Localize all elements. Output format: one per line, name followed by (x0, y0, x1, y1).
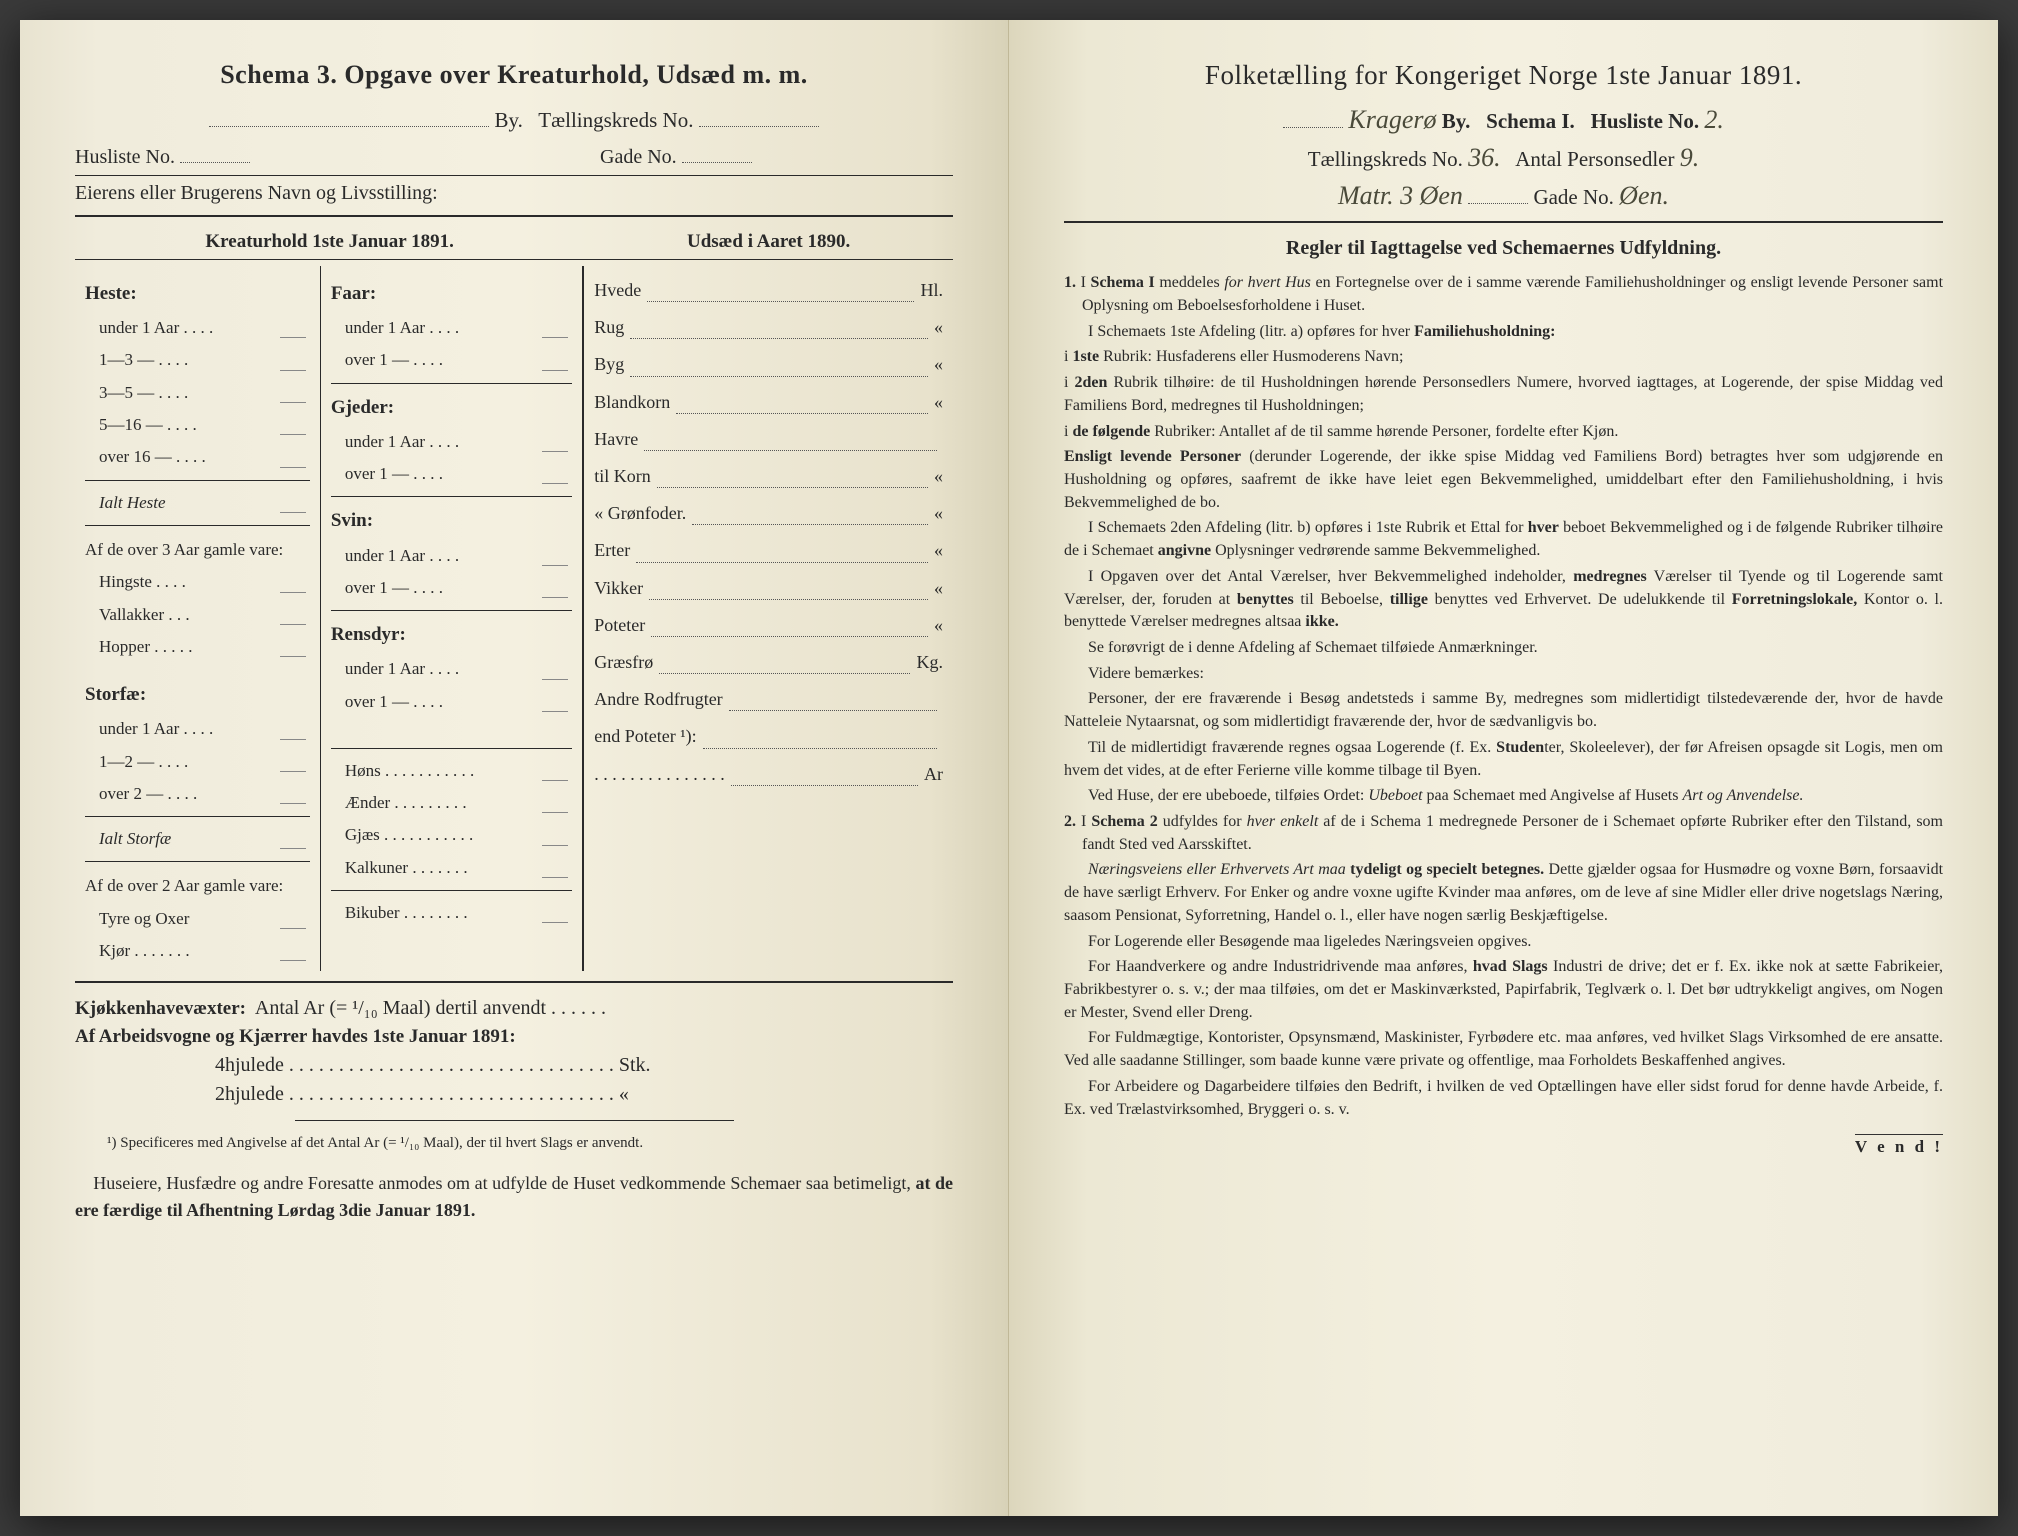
storfae-title: Storfæ: (85, 677, 310, 713)
seed-row: Vikker« (594, 571, 943, 605)
rensdyr-row: over 1 — . . . . (331, 686, 572, 718)
seed-row: Rug« (594, 310, 943, 344)
gade: Gade No. (1533, 185, 1613, 209)
right-title: Folketælling for Kongeriget Norge 1ste J… (1064, 60, 1943, 91)
heste-sub-row: Hingste . . . . (85, 566, 310, 598)
by: By. (1442, 109, 1471, 133)
husliste-row: Husliste No. Gade No. (75, 141, 953, 169)
poultry-row: Bikuber . . . . . . . . (331, 897, 572, 929)
right-page: Folketælling for Kongeriget Norge 1ste J… (1009, 20, 1998, 1516)
vend: V e n d ! (1855, 1134, 1943, 1157)
main-columns: Heste: under 1 Aar . . . . 1—3 — . . . .… (75, 266, 953, 971)
gjeder-row: over 1 — . . . . (331, 458, 572, 490)
arbeids-label: Af Arbeidsvogne og Kjærrer havdes 1ste J… (75, 1026, 953, 1048)
storfae-sub-row: Tyre og Oxer (85, 903, 310, 935)
gade-val: Øen. (1619, 181, 1669, 210)
svin-row: under 1 Aar . . . . (331, 540, 572, 572)
seed-row: HvedeHl. (594, 273, 943, 307)
matr-hand: Matr. 3 Øen (1338, 181, 1463, 210)
tk: Tællingskreds No. (1308, 147, 1463, 171)
storfae-total: Ialt Storfæ (85, 823, 310, 855)
twowheel: 2hjulede . . . . . . . . . . . . . . . .… (75, 1083, 953, 1106)
seed-row: Poteter« (594, 608, 943, 642)
gjeder-title: Gjeder: (331, 390, 572, 426)
tk-val: 36. (1468, 143, 1501, 172)
col-heste-storfae: Heste: under 1 Aar . . . . 1—3 — . . . .… (75, 266, 321, 971)
kjokken-row: Kjøkkenhavevæxter: Antal Ar (= ¹/₁₀ Maal… (75, 997, 953, 1020)
seed-row: Andre Rodfrugter (594, 682, 943, 716)
bottom-instructions: Huseiere, Husfædre og andre Foresatte an… (75, 1170, 953, 1224)
svin-row: over 1 — . . . . (331, 572, 572, 604)
right-line1: Kragerø By. Schema I. Husliste No. 2. (1064, 105, 1943, 135)
seed-row: Erter« (594, 533, 943, 567)
seed-row: end Poteter ¹): (594, 719, 943, 753)
rules-title: Regler til Iagttagelse ved Schemaernes U… (1064, 237, 1943, 260)
storfae-row: 1—2 — . . . . (85, 746, 310, 778)
seed-row: . . . . . . . . . . . . . . .Ar (594, 757, 943, 791)
poultry-row: Kalkuner . . . . . . . (331, 852, 572, 884)
schema: Schema I. (1486, 109, 1575, 133)
col-animals: Faar: under 1 Aar . . . . over 1 — . . .… (321, 266, 584, 971)
antal: Antal Personsedler (1515, 147, 1674, 171)
rules-body: 1. I Schema I meddeles for hvert Hus en … (1064, 272, 1943, 1121)
faar-row: under 1 Aar . . . . (331, 312, 572, 344)
left-line-by: By. Tællingskreds No. (75, 104, 953, 133)
heste-row: 1—3 — . . . . (85, 344, 310, 376)
column-titles: Kreaturhold 1ste Januar 1891. Udsæd i Aa… (75, 231, 953, 253)
book-spread: Schema 3. Opgave over Kreaturhold, Udsæd… (20, 20, 1998, 1516)
seed-row: GræsfrøKg. (594, 645, 943, 679)
seed-row: til Korn« (594, 459, 943, 493)
heste-row: over 16 — . . . . (85, 441, 310, 473)
owner-label: Eierens eller Brugerens Navn og Livsstil… (75, 182, 953, 205)
footnote: ¹) Specificeres med Angivelse af det Ant… (75, 1135, 953, 1152)
faar-row: over 1 — . . . . (331, 344, 572, 376)
gade-label: Gade No. (600, 146, 677, 168)
col-seeds: HvedeHl.Rug«Byg« Blandkorn«Havre til Korn… (584, 266, 953, 971)
husliste-label: Husliste No. (75, 146, 175, 168)
seed-row: « Grønfoder.« (594, 496, 943, 530)
antal-val: 9. (1680, 143, 1700, 172)
seed-row: Byg« (594, 347, 943, 381)
seed-row: Havre (594, 422, 943, 456)
faar-title: Faar: (331, 276, 572, 312)
col1-title: Kreaturhold 1ste Januar 1891. (75, 231, 584, 253)
by-label: By. (495, 108, 523, 132)
heste-sub: Af de over 3 Aar gamle vare: (85, 534, 310, 566)
poultry-row: Ænder . . . . . . . . . (331, 787, 572, 819)
seed-row: Blandkorn« (594, 385, 943, 419)
col3-title: Udsæd i Aaret 1890. (584, 231, 953, 253)
rensdyr-title: Rensdyr: (331, 617, 572, 653)
heste-sub-row: Hopper . . . . . (85, 631, 310, 663)
poultry-row: Gjæs . . . . . . . . . . . (331, 819, 572, 851)
heste-title: Heste: (85, 276, 310, 312)
storfae-row: over 2 — . . . . (85, 778, 310, 810)
heste-sub-row: Vallakker . . . (85, 599, 310, 631)
heste-total: Ialt Heste (85, 487, 310, 519)
heste-row: 5—16 — . . . . (85, 409, 310, 441)
husliste-val: 2. (1704, 105, 1724, 134)
storfae-sub: Af de over 2 Aar gamle vare: (85, 870, 310, 902)
left-header: Schema 3. Opgave over Kreaturhold, Udsæd… (75, 60, 953, 90)
poultry-row: Høns . . . . . . . . . . . (331, 755, 572, 787)
tk-label: Tællingskreds No. (538, 108, 693, 132)
fourwheel: 4hjulede . . . . . . . . . . . . . . . .… (75, 1054, 953, 1077)
heste-row: under 1 Aar . . . . (85, 312, 310, 344)
right-line3: Matr. 3 Øen Gade No. Øen. (1064, 181, 1943, 211)
right-line2: Tællingskreds No. 36. Antal Personsedler… (1064, 143, 1943, 173)
storfae-sub-row: Kjør . . . . . . . (85, 935, 310, 967)
left-page: Schema 3. Opgave over Kreaturhold, Udsæd… (20, 20, 1009, 1516)
svin-title: Svin: (331, 503, 572, 539)
rensdyr-row: under 1 Aar . . . . (331, 653, 572, 685)
gjeder-row: under 1 Aar . . . . (331, 426, 572, 458)
storfae-row: under 1 Aar . . . . (85, 713, 310, 745)
husliste: Husliste No. (1591, 109, 1700, 133)
heste-row: 3—5 — . . . . (85, 377, 310, 409)
city-hand: Kragerø (1348, 105, 1436, 134)
